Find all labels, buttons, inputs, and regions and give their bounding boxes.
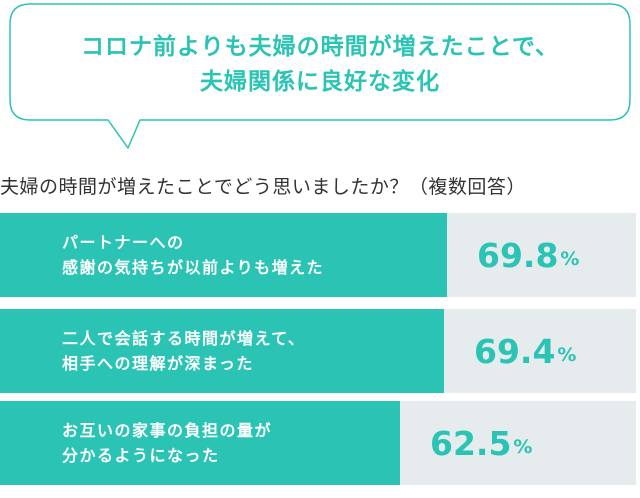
bar-label-line: お互いの家事の負担の量が [62,421,273,440]
data-label: 69.4% [474,309,576,393]
bar-label: お互いの家事の負担の量が 分かるようになった [62,401,422,485]
data-label-value: 62.5 [430,423,512,463]
data-label: 62.5% [430,401,532,485]
bar-label: パートナーへの感謝の気持ちが以前よりも増えた [62,213,422,297]
data-label-unit: % [560,248,580,270]
headline-line-1: コロナ前よりも夫婦の時間が増えたことで、 [81,34,559,60]
bar-label-line: 分かるようになった [62,446,220,465]
bar [0,309,444,393]
bar-label-line: パートナーへの [62,233,185,252]
bar-row: お互いの家事の負担の量が 分かるようになった 62.5% [0,401,636,485]
bar [0,401,400,485]
bar-label-line: 相手への理解が深まった [62,354,254,373]
bar-label: 二人で会話する時間が増えて、 相手への理解が深まった [62,309,422,393]
headline: コロナ前よりも夫婦の時間が増えたことで、 夫婦関係に良好な変化 [12,30,628,100]
data-label-value: 69.8 [477,235,559,275]
bar-label-line: 感謝の気持ちが以前よりも増えた [62,258,325,277]
bar-row: 二人で会話する時間が増えて、 相手への理解が深まった 69.4% [0,309,636,393]
data-label: 69.8% [477,213,579,297]
speech-bubble: コロナ前よりも夫婦の時間が増えたことで、 夫婦関係に良好な変化 [0,0,640,160]
data-label-unit: % [557,344,577,366]
data-label-value: 69.4 [474,331,556,371]
bar-row: パートナーへの感謝の気持ちが以前よりも増えた 69.8% [0,213,636,297]
chart-title: 夫婦の時間が増えたことでどう思いましたか？（複数回答） [0,176,526,198]
headline-line-2: 夫婦関係に良好な変化 [200,69,440,95]
bar [0,213,447,297]
data-label-unit: % [513,436,533,458]
bar-label-line: 二人で会話する時間が増えて、 [62,329,306,348]
speech-bubble-outline [9,3,631,149]
